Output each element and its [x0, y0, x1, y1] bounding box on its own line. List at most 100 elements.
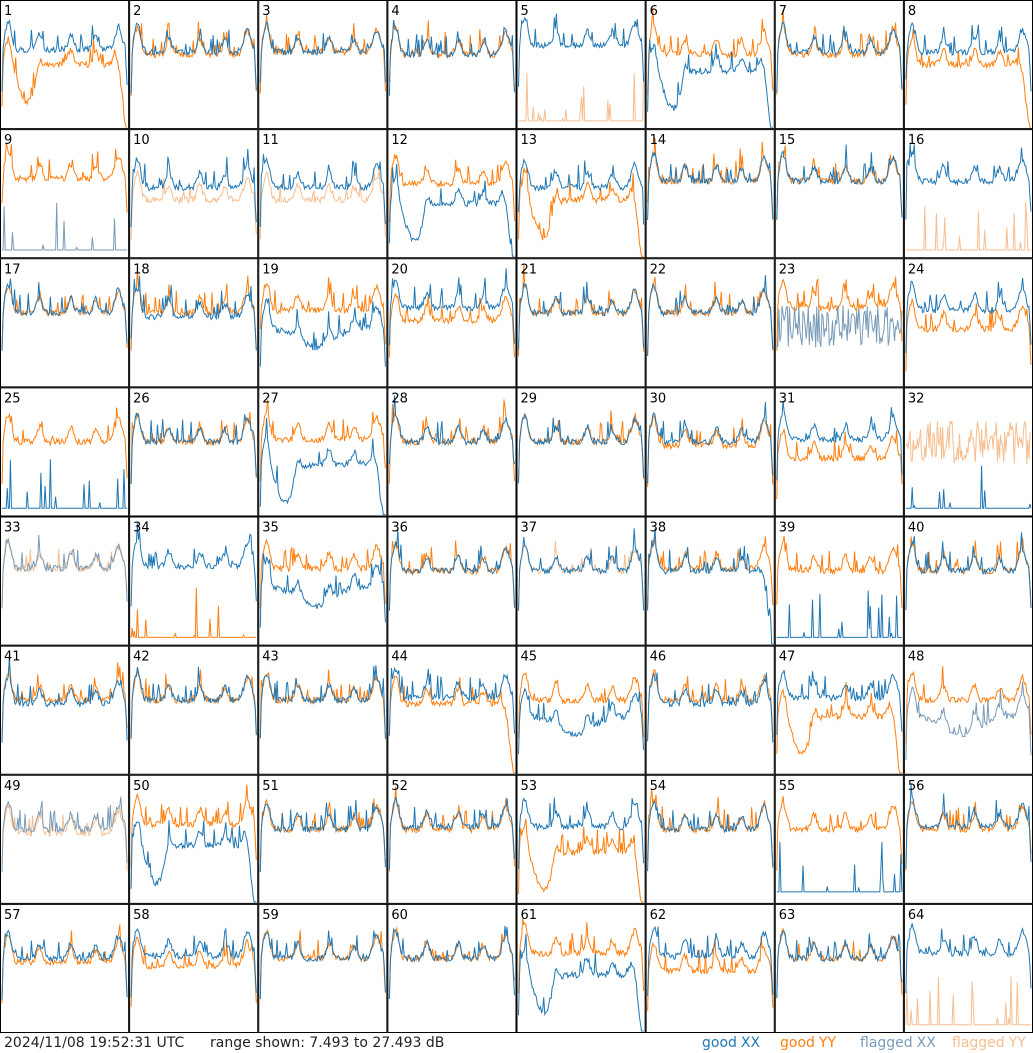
series-xx [647, 925, 774, 996]
series-xx [130, 523, 257, 607]
panel-label: 28 [391, 391, 408, 406]
panel-label: 27 [262, 391, 279, 406]
series-xx [2, 202, 128, 251]
panel-label: 46 [650, 650, 667, 665]
series-xx [776, 400, 903, 481]
series-yy [647, 935, 774, 1011]
series-xx [388, 19, 515, 96]
series-xx [905, 22, 1032, 92]
panel-23: 23 [774, 258, 904, 388]
panel-30: 30 [645, 387, 775, 517]
panel-label: 20 [391, 262, 408, 277]
panel-label: 26 [133, 391, 150, 406]
panel-label: 12 [391, 133, 408, 148]
panel-label: 29 [521, 391, 538, 406]
panel-label: 5 [521, 4, 529, 19]
series-yy [130, 168, 257, 240]
panel-64: 64 [903, 903, 1033, 1033]
panel-label: 56 [908, 779, 925, 794]
series-yy [388, 154, 515, 223]
panel-label: 11 [262, 133, 279, 148]
legend-pol: XX [740, 1035, 761, 1051]
panel-frame [258, 645, 388, 775]
series-yy [1, 660, 128, 739]
panel-label: 8 [908, 4, 916, 19]
panel-frame [129, 129, 259, 259]
panel-label: 58 [133, 908, 150, 923]
series-xx [647, 800, 774, 872]
panel-label: 21 [521, 262, 538, 277]
series-yy [388, 292, 515, 358]
legend-good-xx: good XX [702, 1033, 760, 1053]
series-xx [905, 143, 1032, 220]
series-yy [776, 535, 903, 608]
panel-11: 11 [258, 129, 388, 259]
panel-label: 44 [391, 650, 408, 665]
panel-21: 21 [516, 258, 646, 388]
panel-38: 38 [645, 516, 775, 646]
panel-label: 32 [908, 391, 925, 406]
panel-39: 39 [774, 516, 904, 646]
series-yy [518, 167, 644, 257]
panel-label: 15 [779, 133, 796, 148]
panel-frame [645, 645, 775, 775]
panel-frame [0, 645, 130, 775]
panel-frame [774, 645, 904, 775]
series-xx [1, 534, 128, 609]
series-yy [905, 666, 1032, 744]
series-yy [1, 285, 128, 351]
panel-frame [903, 258, 1033, 388]
panel-label: 43 [262, 650, 279, 665]
panel-frame [258, 0, 388, 130]
panel-label: 16 [908, 133, 925, 148]
panel-10: 10 [129, 129, 259, 259]
series-yy [1, 407, 128, 485]
series-xx [259, 930, 386, 1000]
legend-flagged-xx: flagged XX [860, 1033, 936, 1053]
series-yy [518, 671, 645, 738]
panel-label: 1 [4, 4, 12, 19]
panel-32: 32 [903, 387, 1033, 517]
panel-label: 22 [650, 262, 667, 277]
panel-28: 28 [387, 387, 517, 517]
series-xx [518, 157, 645, 225]
series-xx [130, 820, 257, 903]
panel-label: 50 [133, 779, 150, 794]
series-yy [259, 929, 386, 994]
series-xx [259, 418, 386, 515]
panel-51: 51 [258, 774, 388, 904]
panel-label: 2 [133, 4, 141, 19]
panel-63: 63 [774, 903, 904, 1033]
panel-41: 41 [0, 645, 130, 775]
series-xx [259, 799, 386, 872]
series-xx [905, 681, 1032, 760]
series-yy [518, 918, 645, 994]
panel-frame [516, 258, 646, 388]
series-yy [776, 681, 902, 774]
panel-frame [129, 774, 259, 904]
panel-60: 60 [387, 903, 517, 1033]
panel-frame [0, 774, 130, 904]
panel-label: 45 [521, 650, 538, 665]
series-yy [1, 142, 128, 213]
panel-frame [129, 903, 259, 1033]
panel-label: 53 [521, 779, 538, 794]
panel-frame [387, 516, 517, 646]
panel-16: 16 [903, 129, 1033, 259]
panel-22: 22 [645, 258, 775, 388]
panel-label: 54 [650, 779, 667, 794]
legend-pol: YY [1008, 1035, 1026, 1051]
panel-44: 44 [387, 645, 517, 775]
panel-14: 14 [645, 129, 775, 259]
panel-26: 26 [129, 387, 259, 517]
series-yy [905, 976, 1031, 1026]
panel-label: 47 [779, 650, 796, 665]
panel-36: 36 [387, 516, 517, 646]
legend-pol: XX [916, 1035, 936, 1051]
panel-47: 47 [774, 645, 904, 775]
panel-37: 37 [516, 516, 646, 646]
legend-pol: YY [818, 1035, 837, 1051]
series-yy [905, 202, 1031, 251]
series-yy [776, 796, 903, 871]
panel-frame [258, 129, 388, 259]
